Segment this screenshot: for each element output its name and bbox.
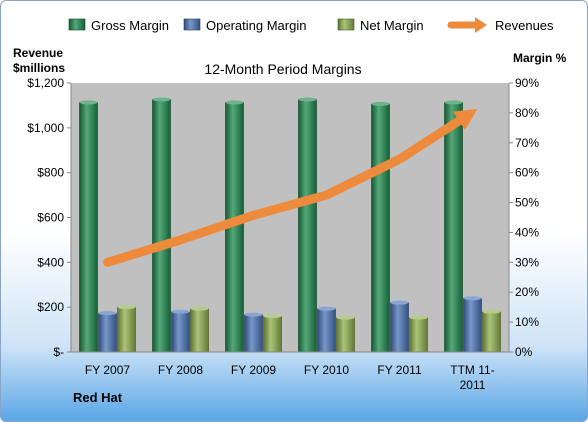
bar-cap-gross-margin-4 [371, 101, 390, 106]
category-label-2: FY 2009 [231, 363, 276, 377]
plot-area [71, 83, 509, 352]
bar-net-margin-2 [263, 315, 282, 353]
bar-cap-net-margin-2 [263, 314, 282, 319]
left-axis-tick-label-0: $- [53, 345, 64, 359]
chart-title: 12-Month Period Margins [204, 61, 361, 77]
right-axis-tick-label-3: 30% [515, 255, 539, 269]
bar-gross-margin-5 [444, 102, 463, 353]
bar-cap-gross-margin-0 [79, 100, 98, 105]
bar-net-margin-4 [409, 317, 428, 353]
left-axis-tick-label-4: $800 [37, 166, 64, 180]
right-axis-title: Margin % [513, 51, 567, 65]
bar-cap-operating-margin-3 [317, 306, 336, 311]
bar-net-margin-3 [336, 317, 355, 353]
bar-net-margin-1 [190, 308, 209, 353]
bar-cap-net-margin-1 [190, 306, 209, 311]
right-axis-tick-label-4: 40% [515, 225, 539, 239]
right-axis-tick-label-9: 90% [515, 76, 539, 90]
bar-cap-net-margin-5 [482, 309, 501, 314]
category-label-0: FY 2007 [85, 363, 130, 377]
legend-label-revenues: Revenues [495, 18, 554, 33]
legend-label-gross-margin: Gross Margin [91, 18, 169, 33]
category-label-5: TTM 11- [450, 363, 494, 377]
bar-cap-operating-margin-0 [98, 311, 117, 316]
bar-cap-operating-margin-5 [463, 296, 482, 301]
legend-item-net-margin: Net Margin [337, 18, 424, 33]
bar-operating-margin-1 [171, 311, 190, 353]
bar-net-margin-5 [482, 311, 501, 353]
bar-gross-margin-0 [79, 102, 98, 353]
bar-net-margin-0 [117, 306, 136, 353]
bar-cap-gross-margin-2 [225, 100, 244, 105]
legend-swatch-gross-margin [68, 18, 86, 31]
line-revenues [103, 115, 466, 267]
bar-operating-margin-5 [463, 297, 482, 353]
right-axis-tick-label-5: 50% [515, 196, 539, 210]
bar-gross-margin-4 [371, 103, 390, 353]
legend-swatch-operating-margin [183, 18, 201, 31]
legend-arrowhead-revenues [475, 17, 487, 33]
legend-label-operating-margin: Operating Margin [206, 18, 306, 33]
bar-operating-margin-3 [317, 308, 336, 353]
left-axis-tick-label-5: $1,000 [27, 121, 64, 135]
legend-item-operating-margin: Operating Margin [183, 18, 306, 33]
left-axis-tick-label-1: $200 [37, 300, 64, 314]
bar-gross-margin-1 [152, 99, 171, 353]
bar-cap-net-margin-3 [336, 315, 355, 320]
bar-cap-gross-margin-5 [444, 100, 463, 105]
legend-label-net-margin: Net Margin [360, 18, 424, 33]
left-axis-tick-label-3: $600 [37, 211, 64, 225]
left-axis-title-line-1: $millions [13, 61, 65, 75]
bar-cap-operating-margin-2 [244, 312, 263, 317]
bar-gross-margin-3 [298, 99, 317, 353]
company-label: Red Hat [73, 390, 123, 405]
right-axis-tick-label-6: 60% [515, 166, 539, 180]
category-label-5-line-1: 2011 [460, 378, 486, 392]
right-axis-tick-label-2: 20% [515, 285, 539, 299]
bar-cap-operating-margin-1 [171, 309, 190, 314]
line-arrowhead-revenues [453, 108, 478, 131]
right-axis-tick-label-8: 80% [515, 106, 539, 120]
category-label-3: FY 2010 [304, 363, 349, 377]
right-axis-tick-label-7: 70% [515, 136, 539, 150]
left-axis-title-line-0: Revenue [13, 46, 63, 60]
right-axis-tick-label-1: 10% [515, 315, 539, 329]
category-label-4: FY 2011 [377, 363, 422, 377]
bar-operating-margin-2 [244, 314, 263, 353]
left-axis-tick-label-2: $400 [37, 255, 64, 269]
bar-operating-margin-0 [98, 312, 117, 353]
right-axis-tick-label-0: 0% [515, 345, 533, 359]
legend-item-gross-margin: Gross Margin [68, 18, 169, 33]
left-axis-tick-label-6: $1,200 [27, 76, 64, 90]
bar-cap-net-margin-0 [117, 305, 136, 310]
bar-cap-gross-margin-1 [152, 97, 171, 102]
bar-cap-operating-margin-4 [390, 300, 409, 305]
category-label-1: FY 2008 [158, 363, 203, 377]
legend-swatch-net-margin [337, 18, 355, 31]
bar-operating-margin-4 [390, 302, 409, 353]
bar-cap-net-margin-4 [409, 315, 428, 320]
bar-cap-gross-margin-3 [298, 97, 317, 102]
legend-item-revenues: Revenues [447, 17, 554, 33]
